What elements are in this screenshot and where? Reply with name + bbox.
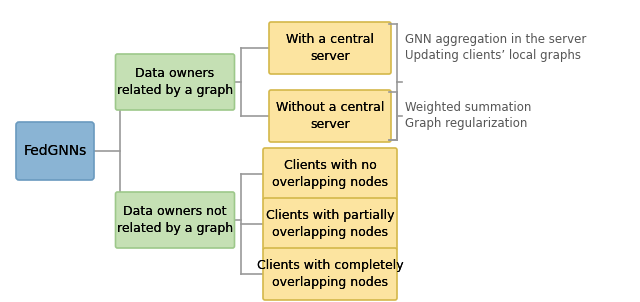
- Text: GNN aggregation in the server: GNN aggregation in the server: [405, 34, 586, 47]
- Text: Clients with no
overlapping nodes: Clients with no overlapping nodes: [272, 159, 388, 189]
- Text: With a central
server: With a central server: [286, 33, 374, 63]
- Text: Without a central
server: Without a central server: [276, 101, 384, 131]
- Text: FedGNNs: FedGNNs: [24, 144, 86, 158]
- FancyBboxPatch shape: [115, 54, 234, 110]
- Text: Clients with completely
overlapping nodes: Clients with completely overlapping node…: [257, 259, 403, 289]
- Text: With a central
server: With a central server: [286, 33, 374, 63]
- Text: FedGNNs: FedGNNs: [24, 144, 86, 158]
- FancyBboxPatch shape: [263, 198, 397, 250]
- Text: Data owners not
related by a graph: Data owners not related by a graph: [117, 205, 233, 235]
- FancyBboxPatch shape: [115, 192, 234, 248]
- Text: Weighted summation: Weighted summation: [405, 101, 531, 114]
- FancyBboxPatch shape: [269, 22, 391, 74]
- Text: Graph regularization: Graph regularization: [405, 117, 527, 130]
- Text: Clients with no
overlapping nodes: Clients with no overlapping nodes: [272, 159, 388, 189]
- Text: Clients with completely
overlapping nodes: Clients with completely overlapping node…: [257, 259, 403, 289]
- Text: Without a central
server: Without a central server: [276, 101, 384, 131]
- Text: Data owners
related by a graph: Data owners related by a graph: [117, 67, 233, 97]
- Text: Data owners not
related by a graph: Data owners not related by a graph: [117, 205, 233, 235]
- Text: Updating clients’ local graphs: Updating clients’ local graphs: [405, 50, 581, 63]
- Text: Data owners
related by a graph: Data owners related by a graph: [117, 67, 233, 97]
- FancyBboxPatch shape: [269, 90, 391, 142]
- FancyBboxPatch shape: [263, 248, 397, 300]
- FancyBboxPatch shape: [263, 148, 397, 200]
- Text: Clients with partially
overlapping nodes: Clients with partially overlapping nodes: [266, 209, 394, 239]
- Text: Clients with partially
overlapping nodes: Clients with partially overlapping nodes: [266, 209, 394, 239]
- FancyBboxPatch shape: [16, 122, 94, 180]
